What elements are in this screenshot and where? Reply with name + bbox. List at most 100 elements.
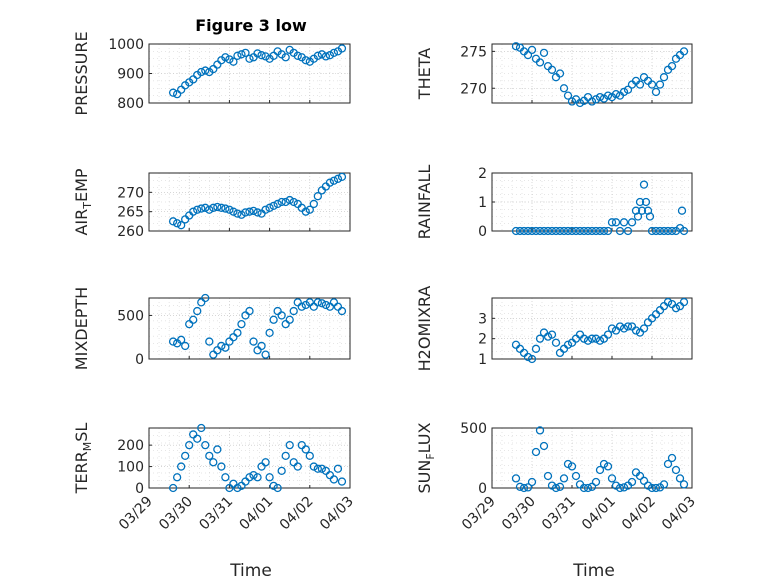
data-point [531, 344, 541, 353]
data-point [285, 315, 294, 324]
x-tick-label: 04/01 [579, 494, 619, 534]
data-point [579, 226, 589, 236]
data-point [519, 348, 529, 358]
data-point [571, 471, 581, 481]
data-point [257, 209, 266, 218]
data-point [535, 58, 545, 67]
data-point [631, 326, 641, 335]
data-point [201, 66, 210, 75]
axes-box [148, 297, 351, 360]
data-point [523, 352, 533, 362]
x-tick-label: 03/30 [499, 494, 539, 534]
data-point [647, 80, 657, 89]
data-point [197, 298, 206, 307]
subplot-rainfall: 0 1 2 RAINFALL [415, 165, 693, 240]
data-point [277, 311, 286, 320]
data-point [261, 350, 270, 359]
data-point [543, 226, 553, 236]
subplot-mixdepth: 0 500 MIXDEPTH [72, 287, 351, 370]
data-point [547, 226, 557, 236]
data-point [559, 474, 569, 483]
data-point [595, 226, 605, 236]
y-tick-label: 270 [117, 185, 144, 201]
data-point [221, 53, 230, 62]
data-point [273, 199, 282, 209]
data-point [519, 483, 529, 493]
data-point [293, 51, 302, 60]
y-axis-label-subscript: T [81, 202, 94, 210]
data-point [317, 464, 327, 473]
data-point [229, 479, 238, 488]
y-tick-label: 1 [478, 195, 487, 211]
data-point [265, 473, 274, 482]
y-axis-label: AIRTEMP [72, 168, 94, 235]
data-point [181, 451, 190, 461]
y-axis-label-main: AIR [72, 209, 91, 236]
data-point [197, 204, 206, 213]
data-point [583, 483, 593, 493]
x-tick-label: 03/29 [459, 494, 499, 534]
data-point [551, 226, 561, 236]
data-point [579, 483, 589, 493]
data-point [177, 85, 186, 94]
data-point [233, 483, 242, 493]
data-point [635, 471, 645, 481]
data-point [603, 462, 613, 471]
data-point [671, 304, 681, 313]
y-axis-label-subscript: F [424, 453, 437, 459]
data-point [181, 215, 190, 224]
subplot-h2omixra: 1 2 3 H2OMIXRA [415, 286, 693, 371]
data-point [249, 206, 258, 216]
data-point [253, 473, 262, 482]
y-axis-label-main: SUN [415, 460, 434, 494]
data-point [213, 60, 222, 69]
x-tick-label: 03/29 [116, 494, 156, 534]
data-point [511, 474, 521, 483]
data-point [639, 476, 649, 485]
data-point [229, 57, 238, 66]
data-point [675, 474, 685, 483]
data-point [591, 226, 601, 236]
data-point [309, 199, 318, 209]
data-point [257, 462, 266, 471]
data-point [317, 299, 327, 308]
data-point [257, 51, 266, 60]
data-point [611, 90, 621, 99]
data-point [197, 67, 206, 77]
data-point [289, 197, 298, 207]
data-point [623, 85, 633, 94]
data-point [185, 440, 194, 450]
data-point [241, 48, 250, 57]
data-point [233, 51, 242, 60]
subplot-pressure: 800 900 1000 PRESSURE [72, 31, 351, 116]
data-point [527, 477, 537, 487]
data-point [643, 318, 653, 327]
data-point [329, 176, 339, 185]
data-point [168, 337, 178, 346]
subplot-sun: 0 500 SUNFLUX 03/29 03/30 03/31 04/01 04/02 04/0… [415, 421, 699, 533]
axes-box [148, 172, 351, 232]
data-point [297, 302, 306, 311]
data-point [623, 322, 633, 331]
data-point [531, 447, 541, 457]
data-point [317, 50, 327, 59]
data-point [197, 423, 206, 433]
data-point [177, 462, 186, 471]
data-point [305, 205, 314, 214]
data-point [539, 48, 549, 57]
data-point [333, 302, 343, 311]
data-point [595, 336, 605, 345]
data-point [337, 172, 347, 182]
data-point [225, 205, 234, 214]
data-point [555, 69, 565, 78]
data-point [559, 84, 569, 93]
data-point [237, 50, 246, 59]
data-point [651, 87, 661, 97]
data-point [659, 480, 669, 489]
data-point [172, 473, 182, 482]
data-point [539, 441, 549, 451]
x-tick-label: 04/03 [659, 494, 699, 534]
data-point [177, 221, 186, 230]
data-point [571, 226, 581, 236]
subplot-air: 260 265 270 AIRTEMP [72, 168, 351, 240]
